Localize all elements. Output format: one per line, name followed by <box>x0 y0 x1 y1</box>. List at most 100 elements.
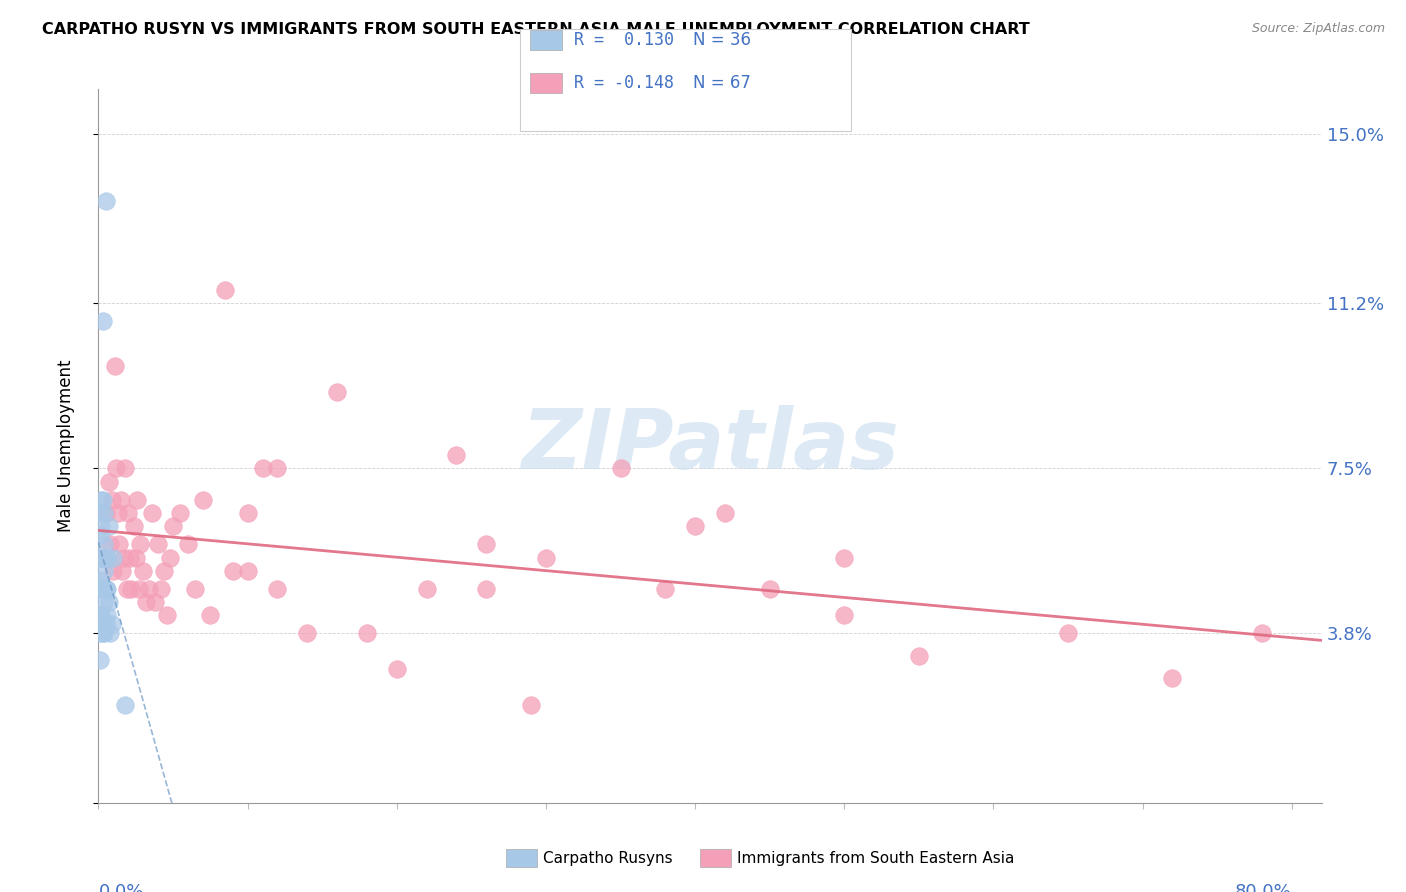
Point <box>446 448 468 462</box>
Point <box>1057 626 1080 640</box>
Point <box>266 461 288 475</box>
Point <box>415 582 437 596</box>
Point <box>221 564 243 578</box>
Y-axis label: Male Unemployment: Male Unemployment <box>56 359 75 533</box>
Text: Carpatho Rusyns: Carpatho Rusyns <box>543 851 672 865</box>
Point <box>683 519 706 533</box>
Point <box>97 475 120 489</box>
Point <box>89 608 111 623</box>
Point <box>93 595 115 609</box>
Point <box>97 519 120 533</box>
Point <box>114 461 136 475</box>
Point <box>385 662 408 676</box>
Point <box>120 582 142 596</box>
Text: CARPATHO RUSYN VS IMMIGRANTS FROM SOUTH EASTERN ASIA MALE UNEMPLOYMENT CORRELATI: CARPATHO RUSYN VS IMMIGRANTS FROM SOUTH … <box>42 22 1031 37</box>
Point <box>93 537 115 551</box>
Point <box>94 582 117 596</box>
Point <box>89 506 111 520</box>
Point <box>150 582 173 596</box>
Point <box>94 506 117 520</box>
Point <box>135 595 157 609</box>
Point <box>714 506 737 520</box>
Point <box>475 537 498 551</box>
Text: R = -0.148: R = -0.148 <box>574 74 673 92</box>
Text: Source: ZipAtlas.com: Source: ZipAtlas.com <box>1251 22 1385 36</box>
Point <box>89 573 111 587</box>
Point <box>475 582 498 596</box>
Point <box>89 626 111 640</box>
Point <box>127 492 149 507</box>
Point <box>91 492 114 507</box>
Point <box>129 537 152 551</box>
Point <box>103 550 125 565</box>
Point <box>107 506 129 520</box>
Point <box>104 359 127 373</box>
Point <box>90 519 112 533</box>
Point <box>200 608 222 623</box>
Point <box>118 550 141 565</box>
Point <box>1161 671 1184 685</box>
Point <box>177 537 200 551</box>
Point <box>832 608 855 623</box>
Point <box>115 582 138 596</box>
Point <box>138 582 160 596</box>
Point <box>832 550 855 565</box>
Point <box>141 506 163 520</box>
Point <box>90 492 112 507</box>
Point <box>191 492 214 507</box>
Point <box>214 283 236 297</box>
Text: 80.0%: 80.0% <box>1234 883 1292 892</box>
Point <box>91 550 114 565</box>
Point <box>103 564 125 578</box>
Point <box>90 608 112 623</box>
Point <box>146 537 169 551</box>
Point <box>132 564 155 578</box>
Point <box>89 528 111 542</box>
Point <box>89 550 111 565</box>
Point <box>758 582 780 596</box>
Point <box>169 506 191 520</box>
Text: N = 36: N = 36 <box>693 31 751 49</box>
Text: ZIPatlas: ZIPatlas <box>522 406 898 486</box>
Point <box>90 550 112 565</box>
Point <box>97 595 120 609</box>
Point <box>1251 626 1274 640</box>
Point <box>91 582 114 596</box>
Point <box>236 506 259 520</box>
Point <box>112 550 135 565</box>
Point <box>110 492 132 507</box>
Text: 0.0%: 0.0% <box>98 883 143 892</box>
Point <box>184 582 207 596</box>
Point <box>98 537 121 551</box>
Point <box>94 617 117 632</box>
Point <box>96 550 118 565</box>
Point <box>108 537 131 551</box>
Point <box>143 595 166 609</box>
Point <box>91 314 114 328</box>
Point <box>908 648 931 663</box>
Point <box>90 582 112 596</box>
Point <box>356 626 378 640</box>
Point <box>236 564 259 578</box>
Point <box>96 582 118 596</box>
Point <box>609 461 631 475</box>
Point <box>534 550 557 565</box>
Point <box>654 582 676 596</box>
Point <box>101 617 124 632</box>
Point <box>117 506 139 520</box>
Point <box>162 519 184 533</box>
Point <box>297 626 319 640</box>
Point <box>94 550 117 565</box>
Point <box>111 564 134 578</box>
Point <box>91 626 114 640</box>
Point <box>93 506 115 520</box>
Point <box>266 582 288 596</box>
Point <box>94 194 117 208</box>
Point <box>153 564 176 578</box>
Point <box>156 608 179 623</box>
Text: R =  0.130: R = 0.130 <box>574 31 673 49</box>
Point <box>128 582 150 596</box>
Point <box>122 519 145 533</box>
Point <box>101 492 124 507</box>
Point <box>96 608 118 623</box>
